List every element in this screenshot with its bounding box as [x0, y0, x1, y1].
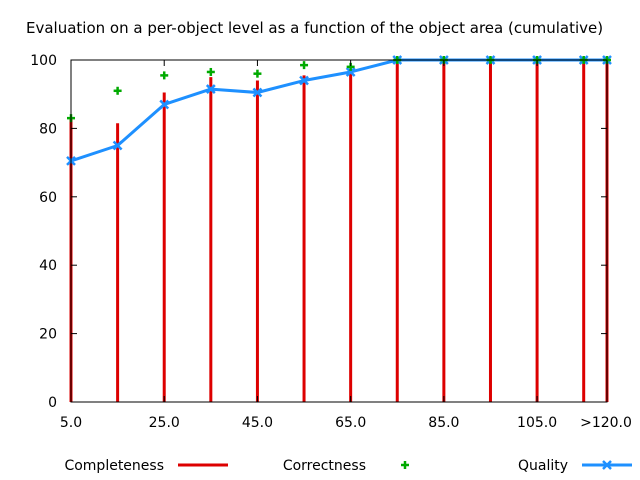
y-tick-label: 40: [39, 258, 57, 274]
y-tick-label: 60: [39, 190, 57, 206]
legend-label-completeness: Completeness: [64, 458, 164, 474]
legend-label-correctness: Correctness: [283, 458, 366, 474]
plot-frame: [70, 59, 608, 403]
quality-point: [112, 140, 123, 151]
quality-point: [205, 84, 216, 94]
correctness-point: [160, 71, 169, 80]
quality-point: [159, 99, 170, 110]
x-tick-label: 105.0: [517, 415, 557, 431]
x-tick-label: 45.0: [242, 415, 273, 431]
correctness-point: [300, 61, 309, 70]
y-tick-label: 0: [48, 395, 57, 411]
x-tick-label: >120.0: [580, 415, 632, 431]
x-tick-label: 5.0: [60, 415, 82, 431]
x-tick-label: 85.0: [428, 415, 459, 431]
plot-area: 0 20 40 60 80 100 5.0 25.0 45.0 65.0 85.0 105.0 >120…: [30, 53, 632, 431]
y-tick-label: 20: [39, 327, 57, 343]
correctness-point: [206, 67, 215, 76]
x-tick-label: 25.0: [149, 415, 180, 431]
quality-point: [299, 75, 309, 86]
quality-point: [252, 87, 263, 98]
legend-label-quality: Quality: [518, 458, 568, 474]
x-tick-label: 65.0: [335, 415, 366, 431]
correctness-point: [253, 69, 262, 78]
legend-swatch-quality: [602, 460, 612, 470]
y-tick-label: 80: [39, 121, 57, 137]
legend: Completeness Correctness Quality: [64, 458, 632, 474]
chart-title: Evaluation on a per-object level as a fu…: [26, 19, 603, 37]
y-tick-label: 100: [30, 53, 57, 69]
quality-point: [345, 67, 356, 77]
quality-line: [70, 58, 607, 163]
correctness-point: [113, 86, 122, 95]
